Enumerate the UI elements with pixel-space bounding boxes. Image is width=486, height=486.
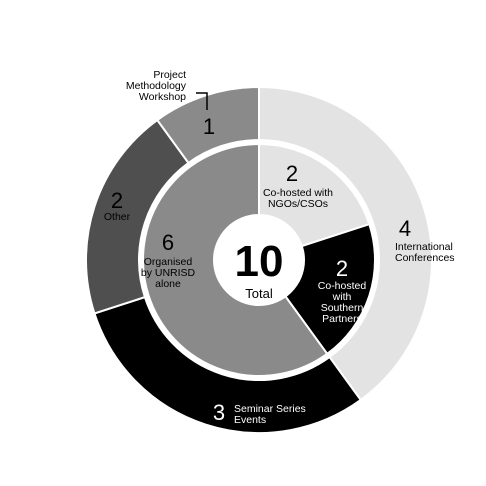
outer-label-3-line-2: Workshop [139, 91, 186, 103]
outer-label-value-1: 3 [213, 400, 225, 425]
inner-label-value-1: 2 [336, 256, 348, 281]
inner-label-0-line-1: NGOs/CSOs [268, 198, 328, 210]
inner-label-2-line-1: by UNRISD [141, 267, 196, 279]
inner-label-0-line-0: Co-hosted with [263, 187, 333, 199]
outer-label-1-line-0: Seminar Series [234, 403, 306, 415]
outer-label-3-line-0: Project [153, 69, 186, 81]
outer-label-value-3: 1 [203, 114, 215, 139]
center-total-label: Total [245, 286, 273, 301]
outer-label-3-line-1: Methodology [126, 80, 187, 92]
outer-label-2-line-0: Other [104, 211, 131, 223]
center-total-value: 10 [235, 237, 284, 286]
outer-ring [85, 85, 433, 434]
inner-label-2-line-2: alone [155, 278, 181, 290]
inner-label-1-line-0: Co-hosted [318, 280, 367, 292]
inner-label-2-line-0: Organised [144, 256, 193, 268]
center-total: 10 Total [213, 214, 305, 306]
center-circle [213, 214, 305, 306]
labels: 2Co-hosted withNGOs/CSOs2Co-hostedwithSo… [104, 69, 455, 426]
inner-label-value-2: 6 [162, 230, 174, 255]
inner-label-1-line-3: Partners [322, 313, 362, 325]
leader-line [196, 92, 208, 110]
outer-label-value-2: 2 [111, 188, 123, 213]
separator-ring [139, 140, 379, 380]
inner-label-1-line-2: Southern [321, 302, 364, 314]
outer-label-value-0: 4 [399, 216, 411, 241]
outer-label-0-line-0: International [395, 241, 453, 253]
inner-label-1-line-1: with [332, 291, 352, 303]
outer-label-1-line-1: Events [234, 414, 266, 426]
outer-label-0-line-1: Conferences [395, 252, 455, 264]
inner-label-value-0: 2 [286, 161, 298, 186]
